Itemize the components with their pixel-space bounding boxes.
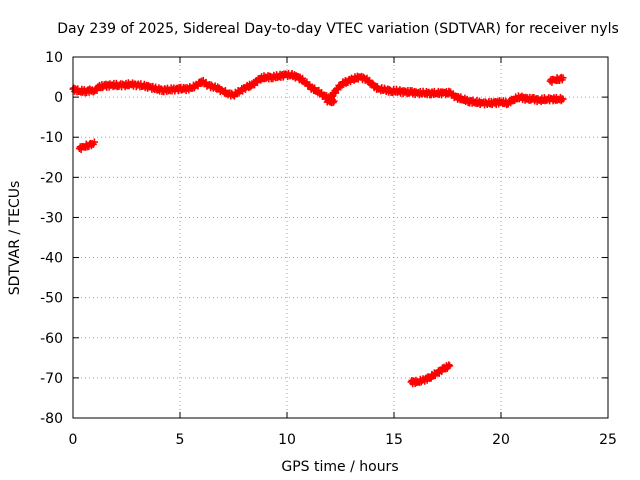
data-point-main	[559, 95, 567, 103]
grid-lines	[73, 57, 608, 418]
data-point-offset-afternoon	[445, 361, 453, 369]
data-point-offset-early	[90, 138, 98, 146]
data-point-dip-noon	[330, 97, 338, 105]
data-points	[69, 69, 567, 388]
data-point-offset-late	[559, 74, 567, 82]
y-tick-label: -50	[40, 291, 63, 307]
axis-ticks	[72, 56, 609, 419]
x-tick-label: 10	[278, 432, 296, 448]
y-tick-label: -70	[40, 371, 63, 387]
data-point-offset-afternoon	[446, 362, 454, 370]
y-tick-label: -10	[40, 130, 63, 146]
x-axis-label: GPS time / hours	[281, 459, 398, 475]
y-tick-label: -30	[40, 210, 63, 226]
x-tick-label: 5	[176, 432, 185, 448]
x-tick-label: 0	[69, 432, 78, 448]
y-tick-label: -60	[40, 331, 63, 347]
y-tick-label: -40	[40, 251, 63, 267]
plot-frame	[72, 56, 609, 419]
chart-title: Day 239 of 2025, Sidereal Day-to-day VTE…	[57, 21, 619, 37]
axis-tick-labels: 0 5 10 15 20 25 10 0 -10 -20 -30 -40 -50 -60 -70 -80	[40, 50, 617, 448]
y-axis-label: SDTVAR / TECUs	[7, 181, 23, 296]
x-tick-label: 15	[385, 432, 403, 448]
y-tick-label: 10	[45, 50, 63, 66]
data-point-dip-noon	[329, 99, 337, 107]
y-tick-label: -20	[40, 170, 63, 186]
x-tick-label: 25	[599, 432, 617, 448]
y-tick-label: 0	[54, 90, 63, 106]
y-tick-label: -80	[40, 411, 63, 427]
x-tick-label: 20	[492, 432, 510, 448]
